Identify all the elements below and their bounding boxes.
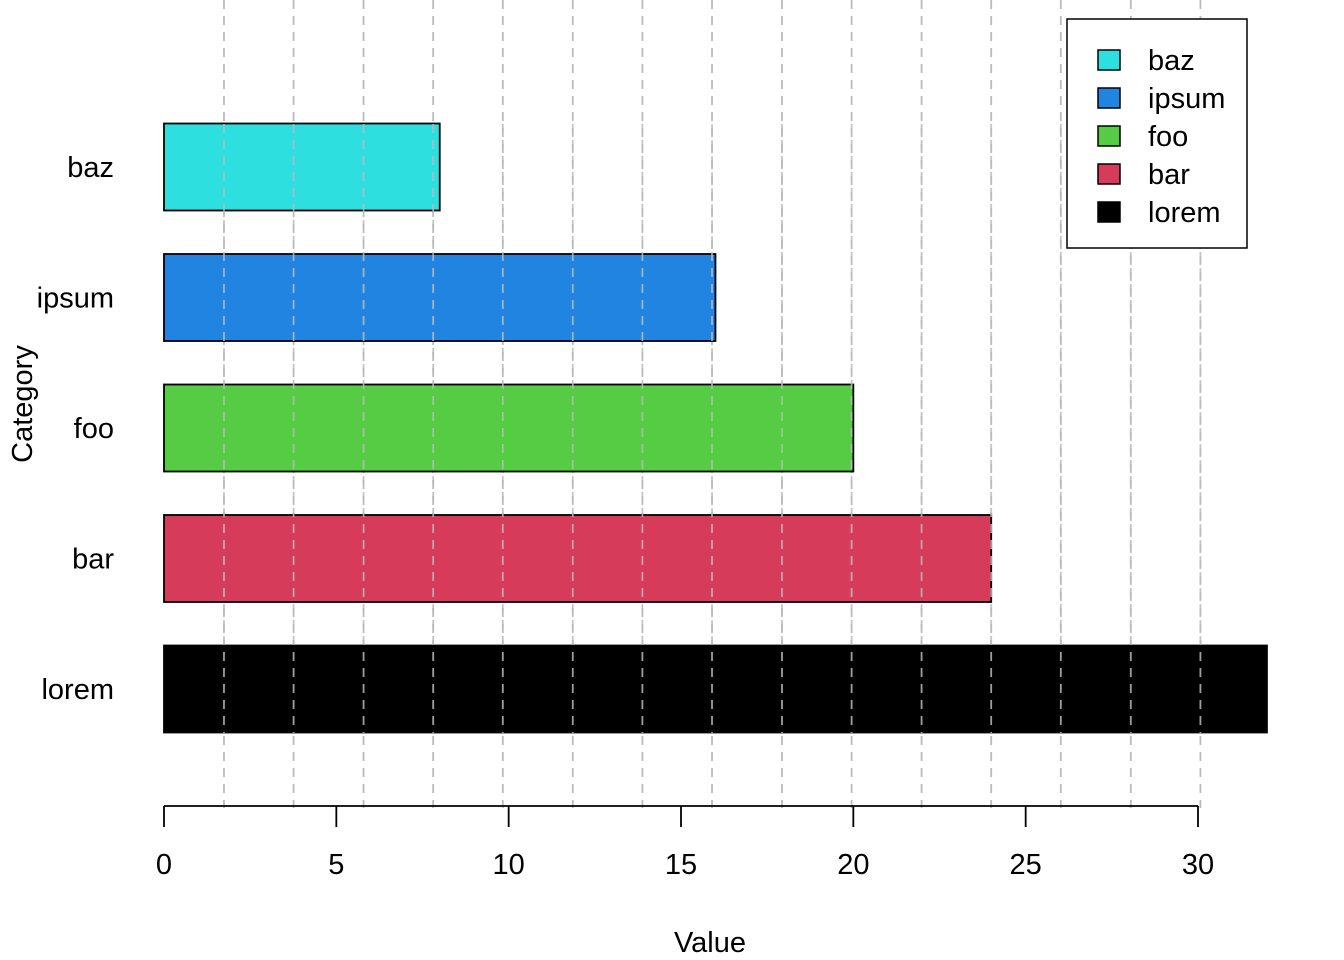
legend-label-bar: bar bbox=[1148, 159, 1190, 191]
legend-label-lorem: lorem bbox=[1148, 197, 1221, 229]
bar-ipsum bbox=[163, 253, 717, 342]
legend-label-ipsum: ipsum bbox=[1148, 83, 1225, 115]
legend-swatch-baz bbox=[1097, 49, 1121, 71]
x-axis: 0 5 10 15 20 25 30 bbox=[156, 805, 1214, 881]
x-tick-label: 0 bbox=[156, 849, 172, 881]
y-tick-label: foo bbox=[74, 413, 114, 445]
bars bbox=[163, 122, 1268, 734]
x-tick-label: 20 bbox=[837, 849, 869, 881]
bar-foo bbox=[163, 383, 855, 473]
y-tick-label: lorem bbox=[41, 674, 114, 706]
y-tick-label: ipsum bbox=[37, 283, 114, 315]
x-tick-label: 10 bbox=[493, 849, 525, 881]
legend-label-baz: baz bbox=[1148, 45, 1195, 77]
x-tick-label: 5 bbox=[328, 849, 344, 881]
legend-swatch-ipsum bbox=[1097, 87, 1121, 109]
legend: baz ipsum foo bar lorem bbox=[1066, 18, 1248, 249]
y-tick-label: baz bbox=[67, 152, 114, 184]
x-tick-label: 30 bbox=[1182, 849, 1214, 881]
legend-swatch-lorem bbox=[1097, 201, 1121, 223]
x-tick-label: 15 bbox=[665, 849, 697, 881]
y-axis-title: Category bbox=[7, 345, 39, 463]
legend-entries: baz ipsum foo bar lorem bbox=[1097, 45, 1225, 229]
legend-swatch-foo bbox=[1097, 125, 1121, 147]
y-axis-category-labels: lorem bar foo ipsum baz bbox=[37, 152, 115, 706]
x-tick-label: 25 bbox=[1010, 849, 1042, 881]
x-axis-title: Value bbox=[674, 927, 746, 959]
legend-label-foo: foo bbox=[1148, 121, 1188, 153]
legend-swatch-bar bbox=[1097, 163, 1121, 185]
bar-bar bbox=[163, 514, 993, 603]
y-tick-label: bar bbox=[72, 544, 114, 576]
legend-box bbox=[1066, 18, 1248, 249]
bar-baz bbox=[163, 122, 441, 212]
bar-lorem bbox=[163, 644, 1268, 734]
